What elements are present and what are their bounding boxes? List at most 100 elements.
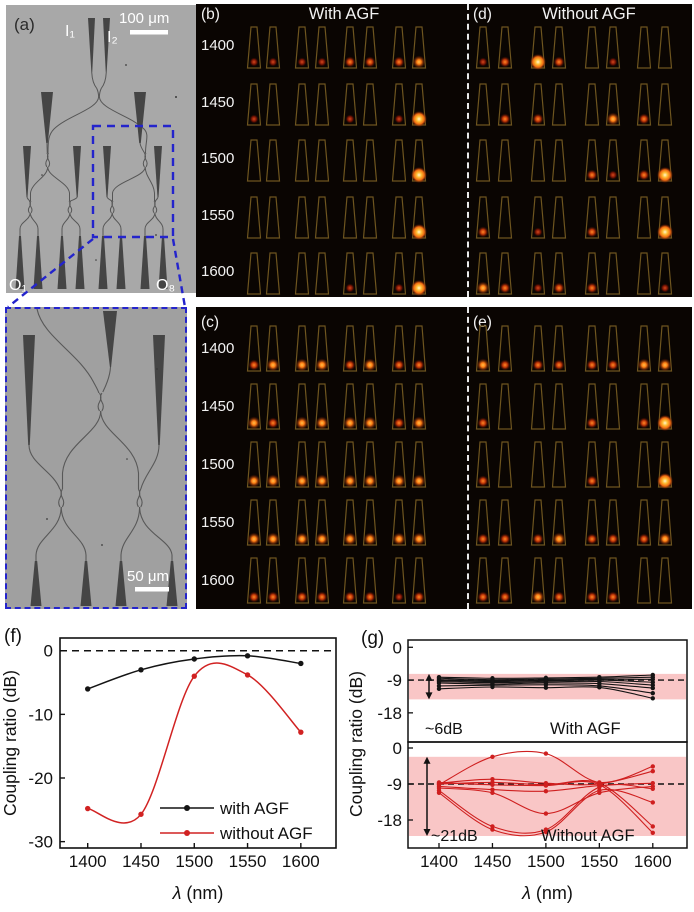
waveguide-taper <box>411 252 427 296</box>
taper-outline <box>391 325 407 372</box>
waveguide-taper <box>246 26 262 69</box>
emission-spot <box>638 113 650 124</box>
waveguide-taper <box>411 557 427 604</box>
taper-outline <box>246 557 262 604</box>
taper-outline <box>265 383 281 430</box>
waveguide-taper <box>475 26 491 69</box>
taper-outline <box>530 325 546 372</box>
waveguide-taper <box>605 383 621 430</box>
taper-outline <box>551 557 567 604</box>
taper-outline <box>605 383 621 430</box>
emission-spot <box>267 417 279 429</box>
taper-outline <box>636 26 652 69</box>
taper-outline <box>475 325 491 372</box>
waveguide-taper <box>314 383 330 430</box>
taper-outline <box>246 325 262 372</box>
y-tick-label: -18 <box>377 704 402 723</box>
waveguide-taper <box>551 139 567 182</box>
emission-spot <box>296 591 308 603</box>
taper-outline <box>497 383 513 430</box>
waveguide-taper <box>246 383 262 430</box>
taper-outline <box>362 26 378 69</box>
waveguide-taper <box>294 252 310 295</box>
panel-f-label: (f) <box>4 626 22 647</box>
data-marker <box>490 824 495 829</box>
emission-spot <box>657 223 673 240</box>
emission-spot <box>247 474 261 488</box>
data-marker <box>650 781 655 786</box>
waveguide-taper <box>391 252 407 295</box>
panel-g-label: (g) <box>361 628 384 649</box>
y-tick-label: -9 <box>387 671 402 690</box>
taper-outline <box>584 139 600 182</box>
taper-outline <box>362 499 378 546</box>
waveguide-taper <box>294 82 310 126</box>
waveguide-taper <box>411 441 427 488</box>
waveguide-taper <box>584 383 600 430</box>
waveguide-taper <box>342 26 358 69</box>
emission-spot <box>315 532 329 546</box>
waveguide-taper <box>657 252 673 295</box>
waveguide-taper <box>551 557 567 604</box>
waveguide-taper <box>314 82 330 126</box>
taper-outline <box>584 252 600 295</box>
emission-spot <box>412 55 426 69</box>
waveguide-taper <box>584 557 600 604</box>
emission-spot <box>638 169 650 181</box>
emission-spot <box>586 169 598 181</box>
waveguide-taper <box>411 26 427 69</box>
waveguide-taper <box>636 139 652 182</box>
emission-spot <box>344 56 356 68</box>
waveguide-taper <box>475 252 491 295</box>
emission-spot <box>476 281 490 295</box>
spread-label: ~21dB <box>431 828 478 845</box>
taper-outline <box>246 139 262 182</box>
taper-outline <box>411 252 427 295</box>
taper-outline <box>605 82 621 126</box>
waveguide-taper <box>391 325 407 372</box>
chart-f: 1400 1450 1500 1550 1600 0 -10 -20 -30 with AGF wi… <box>0 626 337 903</box>
taper-outline <box>530 26 546 69</box>
emission-spot <box>658 358 672 372</box>
emission-spot <box>343 474 357 488</box>
waveguide-taper <box>497 26 513 69</box>
taper-outline <box>265 557 281 604</box>
taper-outline <box>475 26 491 69</box>
taper-outline <box>551 499 567 546</box>
output-label-o8: O₈ <box>156 277 175 293</box>
waveguide-taper <box>551 195 567 239</box>
taper-outline <box>314 139 330 182</box>
wavelength-label: 1550 <box>201 514 235 531</box>
x-tick-label: 1400 <box>420 852 458 871</box>
taper-outline <box>605 441 621 488</box>
spread-label: ~6dB <box>425 721 463 738</box>
data-marker <box>650 690 655 696</box>
waveguide-taper <box>391 26 407 69</box>
waveguide-taper <box>636 441 652 488</box>
taper-outline <box>362 252 378 295</box>
taper-outline <box>246 441 262 488</box>
micrograph-array-top: (b) With AGF 1400 1450 1500 1550 1600 (d) Withou… <box>196 4 692 297</box>
waveguide-taper <box>636 26 652 69</box>
waveguide-taper <box>551 26 567 69</box>
emission-spot <box>393 417 405 429</box>
waveguide-taper <box>246 139 262 182</box>
data-marker <box>650 769 655 774</box>
emission-spot <box>657 415 673 431</box>
subplot-title: With AGF <box>550 720 621 738</box>
emission-spot <box>316 591 328 603</box>
micrograph-array-bottom: (c) 1400 1450 1500 1550 1600 (e) <box>196 307 692 609</box>
taper-outline <box>294 325 310 372</box>
chart-g: 0 -9 -18 ~6dB With AGF 0 -9 -18 ~21dB Without AGF… <box>346 628 688 903</box>
waveguide-taper <box>657 82 673 126</box>
taper-outline <box>657 26 673 69</box>
emission-spot <box>295 358 309 372</box>
input-label-i1: I₁ <box>65 23 75 40</box>
taper-outline <box>584 557 600 604</box>
emission-spot <box>532 113 544 124</box>
taper-outline <box>294 441 310 488</box>
x-tick-label: 1600 <box>634 852 672 871</box>
waveguide-taper <box>362 195 378 239</box>
waveguide-taper <box>497 325 513 372</box>
taper-outline <box>391 557 407 604</box>
